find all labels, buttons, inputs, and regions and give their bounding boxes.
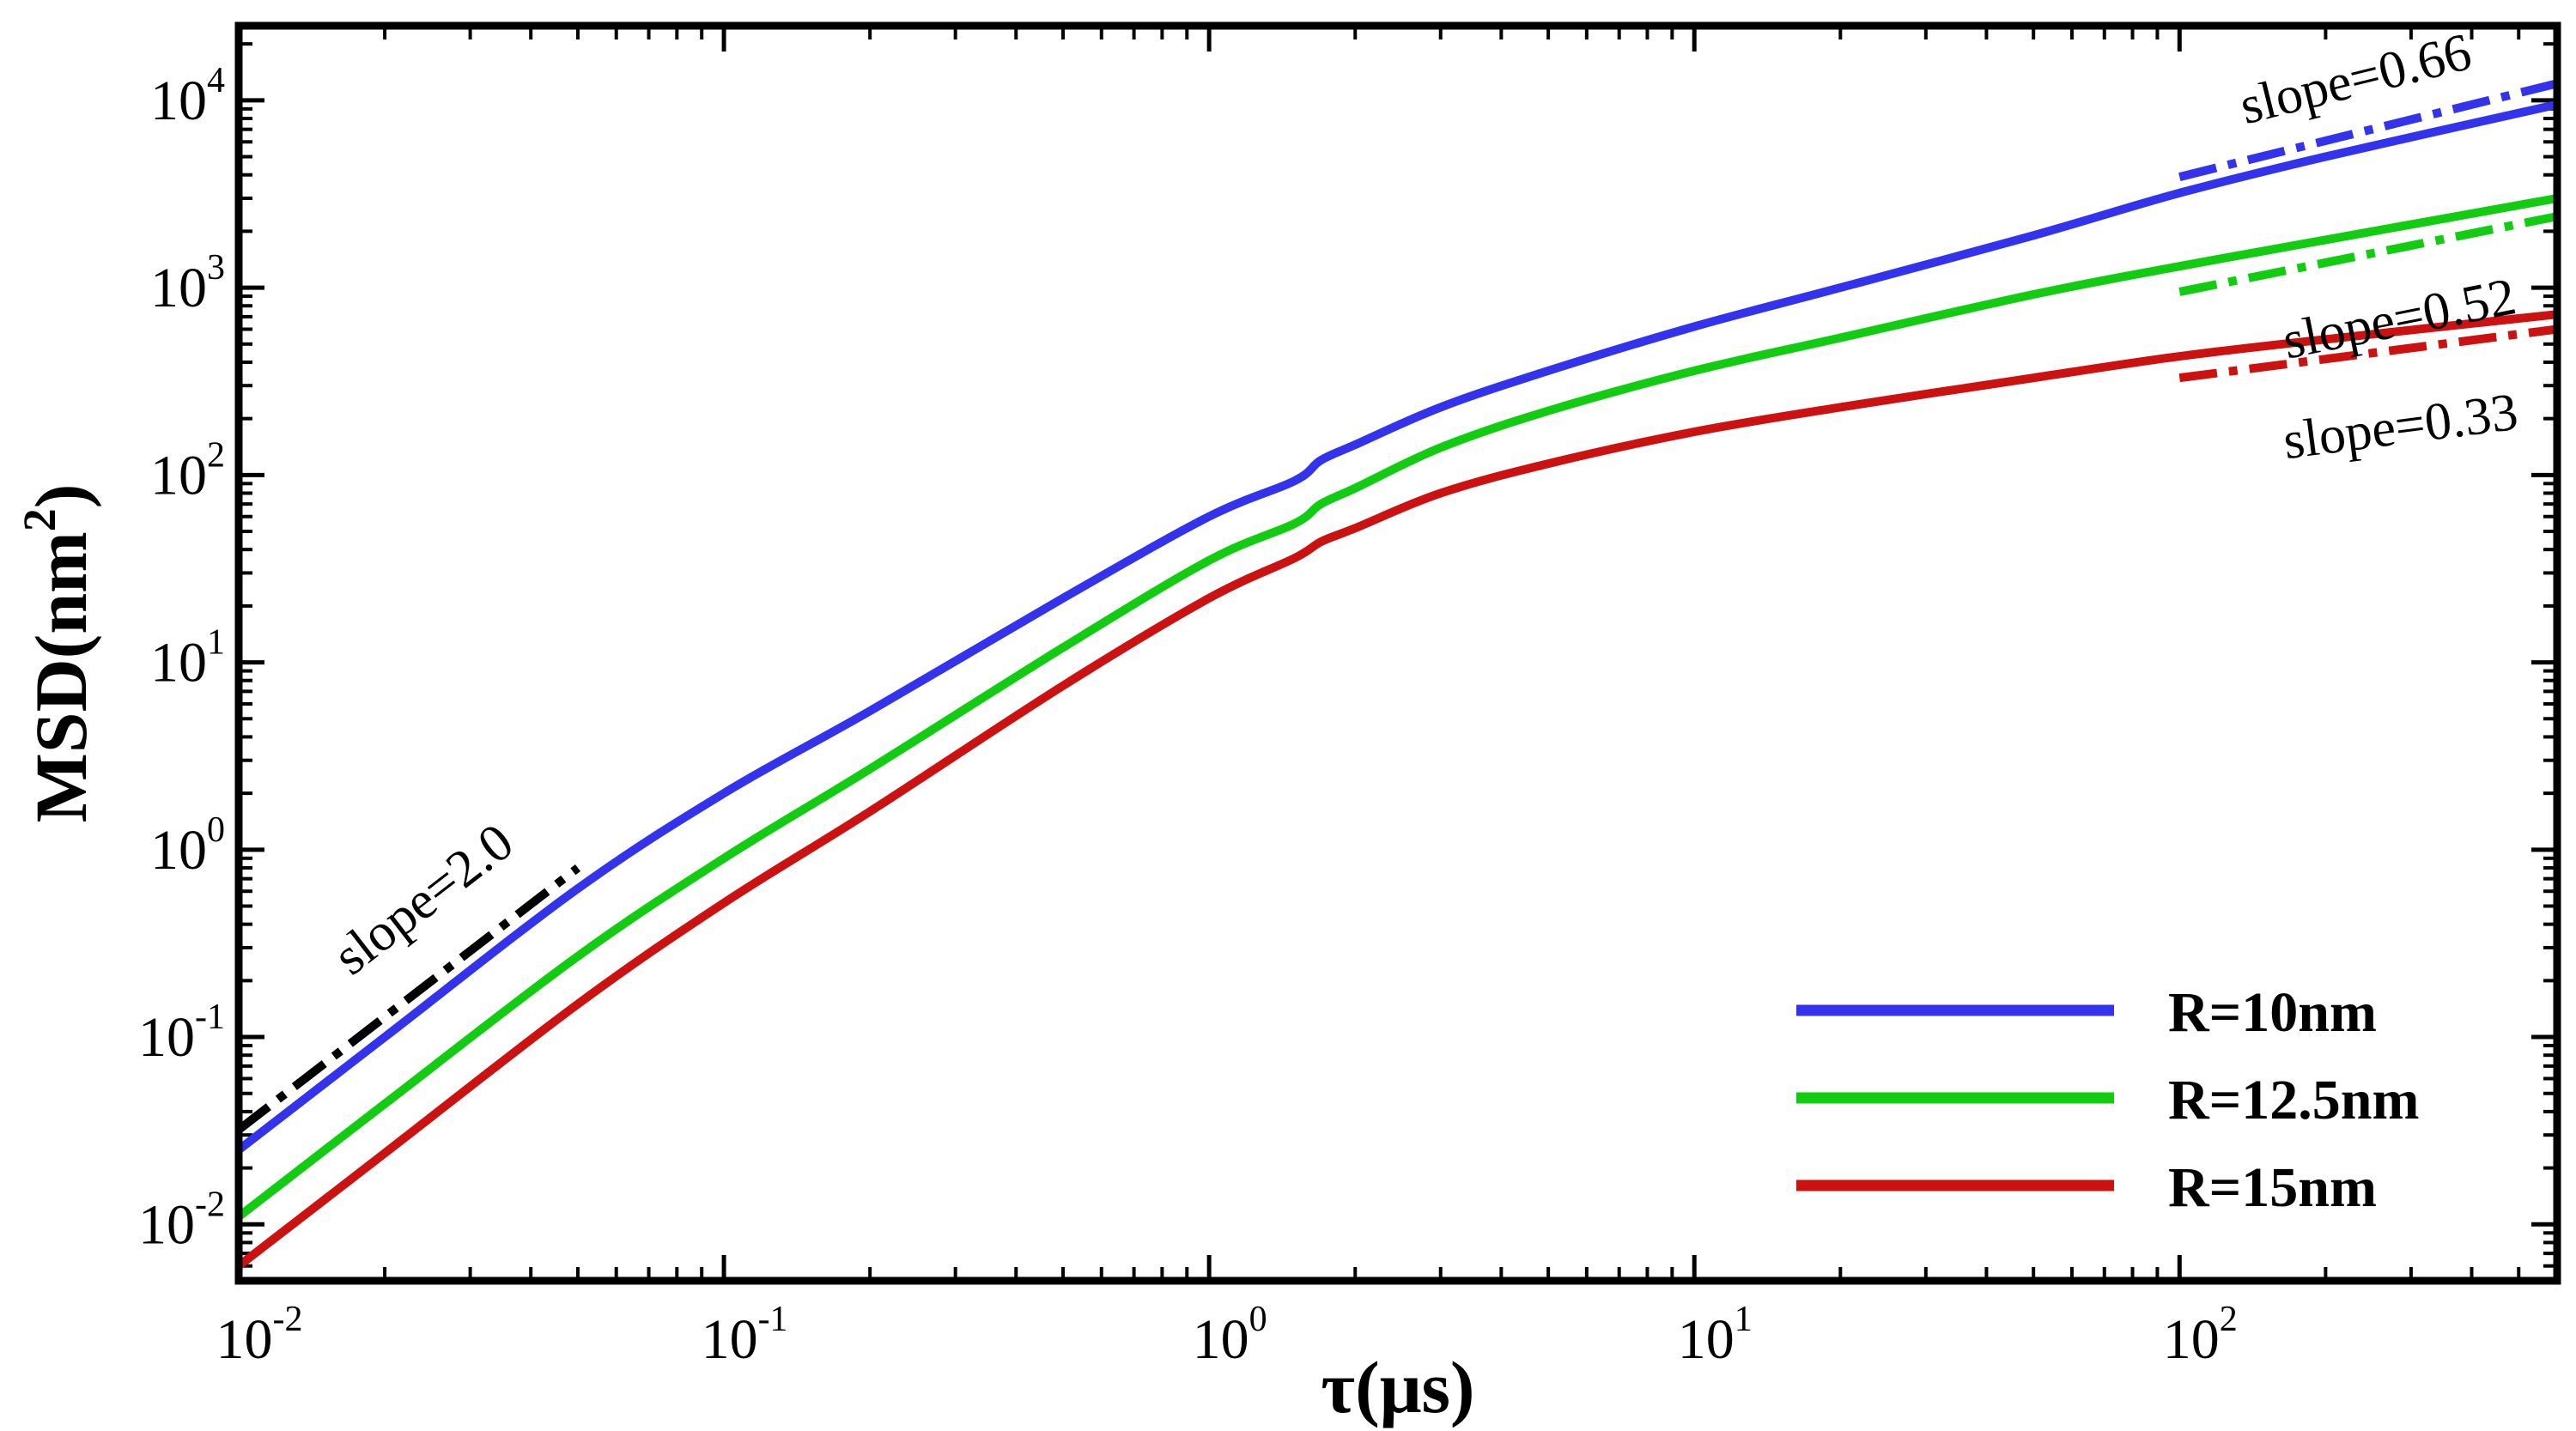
y-tick-label: 102 [150, 435, 225, 506]
series-line-r-15nm [235, 310, 2558, 1270]
reference-line-slope-0-52 [2178, 212, 2558, 296]
y-axis-title-exponent: 2 [14, 508, 65, 531]
x-tick-label: 101 [1678, 1300, 1753, 1371]
y-axis-title-base: MSD(nm [20, 531, 102, 822]
reference-line-slope-0-66 [2178, 79, 2559, 181]
y-tick-label: 100 [150, 810, 225, 882]
reference-line-slope-0-33 [2178, 324, 2558, 383]
slope-label-slope-0-52: slope=0.52 [2278, 267, 2520, 370]
slope-label-slope-0-66: slope=0.66 [2234, 22, 2477, 136]
legend-label-r-10nm: R=10nm [2168, 981, 2377, 1044]
y-tick-label: 10-1 [138, 997, 225, 1069]
y-tick-label: 101 [150, 623, 225, 694]
legend: R=10nm R=12.5nm R=15nm [1796, 981, 2419, 1219]
slope-label-slope-0-33: slope=0.33 [2280, 383, 2521, 470]
x-tick-label: 10-1 [702, 1300, 788, 1371]
reference-line-slope-2-0 [235, 864, 581, 1134]
y-tick-label: 104 [150, 61, 225, 132]
y-axis-title: MSD(nm2) [14, 484, 102, 823]
x-tick-label: 10-2 [216, 1300, 303, 1371]
series-line-r-12-5nm [235, 194, 2558, 1221]
x-axis-title: τ(μs) [1321, 1346, 1474, 1428]
x-tick-label: 100 [1193, 1300, 1267, 1371]
y-tick-label: 103 [150, 248, 225, 319]
series-line-r-10nm [235, 100, 2559, 1154]
legend-label-r-12-5nm: R=12.5nm [2168, 1069, 2419, 1131]
x-tick-label: 102 [2163, 1300, 2238, 1371]
axis-tick-labels: 10-2 10-1 100 101 102 10-2 10-1 100 101 102 103 104 [138, 61, 2238, 1371]
slope-reference-lines [235, 79, 2559, 1134]
slope-label-slope-2-0: slope=2.0 [323, 812, 524, 986]
y-tick-label: 10-2 [138, 1185, 225, 1256]
plot-frame [234, 21, 2561, 1285]
legend-label-r-15nm: R=15nm [2168, 1156, 2377, 1219]
series-lines [235, 100, 2559, 1270]
y-axis-title-close: ) [20, 484, 102, 509]
